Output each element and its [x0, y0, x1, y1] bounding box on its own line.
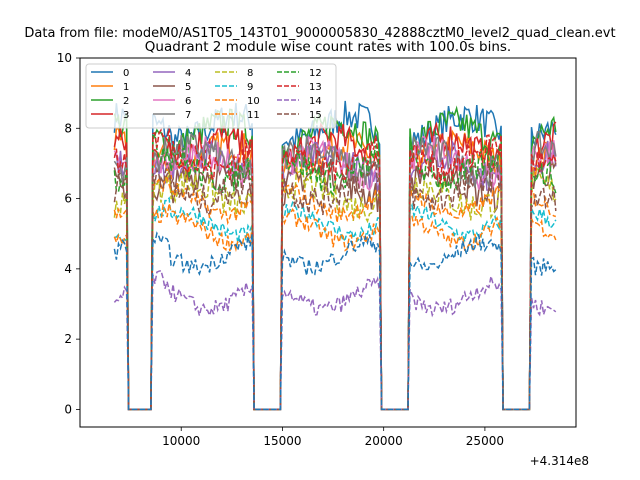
legend-label-10: 10 [247, 96, 260, 107]
y-tick-label: 4 [64, 262, 72, 276]
series-line-10 [113, 202, 557, 411]
x-tick-label: 20000 [365, 434, 403, 448]
legend-label-8: 8 [247, 68, 253, 79]
legend-label-11: 11 [247, 110, 260, 121]
series-line-8 [113, 165, 557, 411]
legend-label-7: 7 [185, 110, 191, 121]
series-line-11 [113, 176, 557, 411]
legend-label-13: 13 [309, 82, 322, 93]
series-line-5 [113, 155, 557, 411]
legend-label-0: 0 [123, 68, 129, 79]
figure-suptitle: Data from file: modeM0/AS1T05_143T01_900… [24, 26, 615, 41]
legend-box [85, 63, 337, 129]
y-tick-label: 6 [64, 192, 72, 206]
x-tick-label: 15000 [263, 434, 301, 448]
legend-label-12: 12 [309, 68, 322, 79]
y-tick-label: 8 [64, 121, 72, 135]
legend-label-3: 3 [123, 110, 129, 121]
series-line-0 [113, 100, 557, 411]
legend-label-5: 5 [185, 82, 191, 93]
legend-label-9: 9 [247, 82, 253, 93]
plot-frame [79, 57, 577, 428]
legend-label-2: 2 [123, 96, 129, 107]
series-lines [113, 100, 557, 411]
legend-label-6: 6 [185, 96, 191, 107]
chart-title: Quadrant 2 module wise count rates with … [145, 39, 511, 55]
legend-label-4: 4 [185, 68, 191, 79]
series-line-0d [113, 231, 557, 411]
x-tick-label: 10000 [162, 434, 200, 448]
series-line-9 [114, 196, 557, 411]
x-tick-label: 25000 [466, 434, 504, 448]
y-tick-label: 10 [57, 51, 72, 65]
series-line-15 [113, 161, 557, 411]
y-tick-label: 0 [64, 402, 72, 416]
series-line-14 [113, 269, 557, 411]
y-tick-label: 2 [64, 332, 72, 346]
series-line-13 [113, 127, 557, 411]
x-offset-text: +4.314e8 [530, 454, 589, 468]
legend-label-15: 15 [309, 110, 322, 121]
legend-label-14: 14 [309, 96, 322, 107]
legend-label-1: 1 [123, 82, 129, 93]
